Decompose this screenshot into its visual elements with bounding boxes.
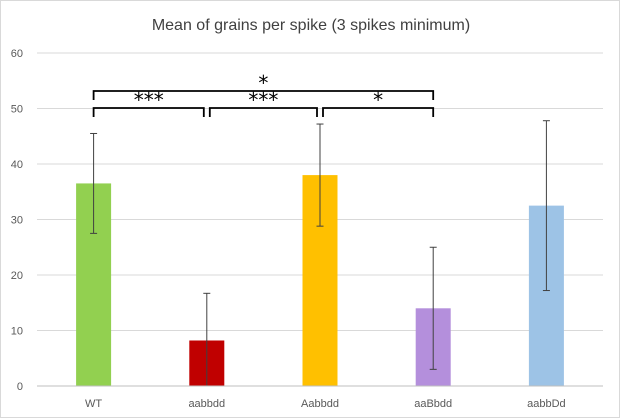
axes: 0 10 20 30 40 50 60 WT aabbdd Aabbdd aaBbdd aabbDd <box>11 48 603 410</box>
x-tick-label: aabbdd <box>188 398 225 410</box>
significance-label: *** <box>248 88 278 112</box>
y-tick-label: 60 <box>11 48 23 60</box>
significance-bracket <box>322 107 435 117</box>
significance-bracket <box>92 90 435 100</box>
y-tick-label: 40 <box>11 159 23 171</box>
significance-label: * <box>373 88 383 112</box>
x-tick-label: aaBbdd <box>414 398 452 410</box>
significance-bracket <box>208 107 318 117</box>
x-tick-label: WT <box>85 398 102 410</box>
significance-brackets: *** *** ** <box>92 71 435 117</box>
x-tick-label: Aabbdd <box>301 398 339 410</box>
significance-label: * <box>258 71 268 95</box>
chart-title: Mean of grains per spike (3 spikes minim… <box>152 17 470 34</box>
y-tick-label: 10 <box>11 326 23 338</box>
y-tick-label: 30 <box>11 215 23 227</box>
y-tick-label: 0 <box>17 381 23 393</box>
x-tick-label: aabbDd <box>527 398 566 410</box>
y-tick-label: 20 <box>11 270 23 282</box>
significance-label: *** <box>134 88 164 112</box>
error-bars <box>90 120 550 387</box>
y-tick-label: 50 <box>11 104 23 116</box>
significance-bracket <box>92 107 205 117</box>
